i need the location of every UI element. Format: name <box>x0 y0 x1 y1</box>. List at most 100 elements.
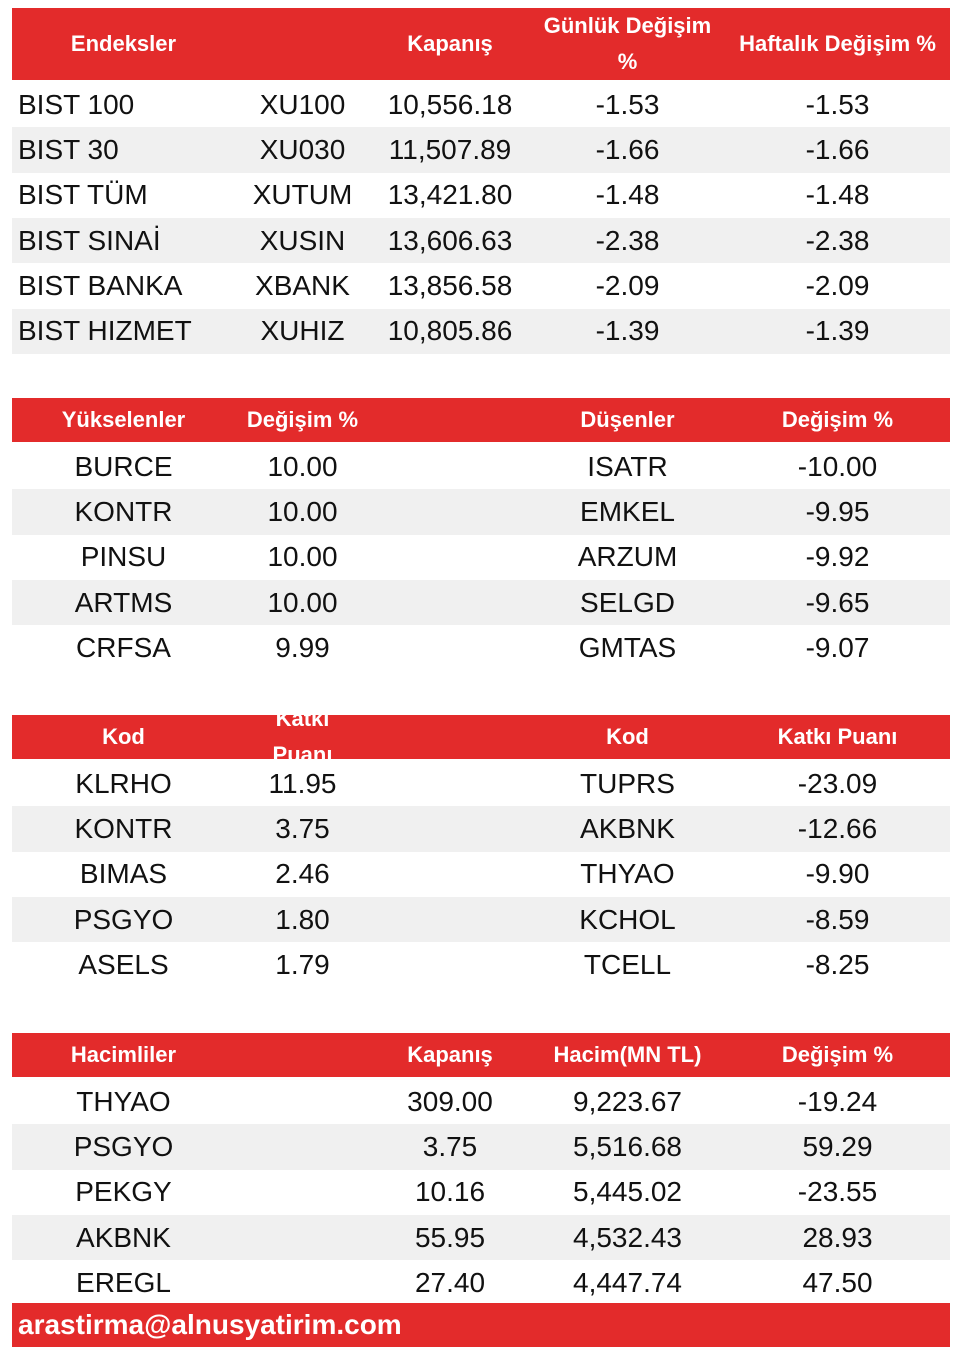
table-cell: -1.48 <box>595 179 660 211</box>
table-cell: BIST 30 <box>18 133 119 165</box>
table-header: Hacimliler Kapanış Hacim(MN TL) Değişim % <box>12 1033 950 1077</box>
table-cell: -1.66 <box>595 133 660 165</box>
header-cell: Düşenler <box>580 407 675 432</box>
table-cell: XBANK <box>255 269 350 301</box>
table-cell: TUPRS <box>580 767 675 799</box>
table-cell: -1.48 <box>805 179 870 211</box>
header-cell: Değişim % <box>781 407 894 432</box>
table-row: BIST 100 XU100 10,556.18 -1.53 -1.53 <box>12 82 950 127</box>
table-cell: BIST SINAİ <box>18 224 161 256</box>
table-cell: 10.16 <box>414 1176 486 1208</box>
table-cell: -2.38 <box>595 224 660 256</box>
table-cell: 59.29 <box>802 1130 873 1162</box>
table-cell: PINSU <box>80 541 167 573</box>
header-cell: Kod <box>102 724 145 749</box>
table-row: KONTR 10.00 EMKEL -9.95 <box>12 489 950 535</box>
table-cell: -2.09 <box>595 269 660 301</box>
table-row: KONTR 3.75 AKBNK -12.66 <box>12 806 950 852</box>
table-cell: 1.79 <box>275 948 330 980</box>
table-cell: TCELL <box>583 948 672 980</box>
table-cell: 13,421.80 <box>387 179 513 211</box>
table-cell: -23.55 <box>797 1176 878 1208</box>
header-cell: Haftalık Değişim % <box>739 31 936 56</box>
table-row: ARTMS 10.00 SELGD -9.65 <box>12 579 950 626</box>
table-cell: 3.75 <box>422 1130 478 1162</box>
header-cell: Hacimliler <box>70 1042 177 1067</box>
header-cell: Değişim % <box>246 407 359 432</box>
table-cell: KCHOL <box>579 903 676 935</box>
table-row: BIST SINAİ XUSIN 13,606.63 -2.38 -2.38 <box>12 217 950 264</box>
table-cell: -9.07 <box>805 631 870 663</box>
table-row: THYAO 309.00 9,223.67 -19.24 <box>12 1079 950 1124</box>
table-cell: CRFSA <box>76 631 171 663</box>
header-cell: Günlük Değişim % <box>543 13 712 74</box>
table-row: PSGYO 3.75 5,516.68 59.29 <box>12 1124 950 1170</box>
table-cell: BIST HIZMET <box>18 315 192 347</box>
table-cell: -8.25 <box>805 948 870 980</box>
table-cell: SELGD <box>580 586 675 618</box>
table-cell: 10,805.86 <box>387 315 513 347</box>
table-cell: 13,856.58 <box>387 269 513 301</box>
table-cell: -1.53 <box>805 88 870 120</box>
table-cell: ASELS <box>78 948 169 980</box>
table-cell: -1.53 <box>595 88 660 120</box>
table-row: BURCE 10.00 ISATR -10.00 <box>12 444 950 489</box>
table-header: Kod Katkı Puanı Kod Katkı Puanı <box>12 706 950 767</box>
header-cell: Kapanış <box>407 31 493 56</box>
table-cell: 4,447.74 <box>573 1266 682 1298</box>
table-row: KLRHO 11.95 TUPRS -23.09 <box>12 761 950 806</box>
table-cell: 309.00 <box>407 1085 493 1117</box>
table-cell: -2.09 <box>805 269 870 301</box>
header-cell: Yükselenler <box>61 407 186 432</box>
table-cell: 13,606.63 <box>387 224 513 256</box>
header-cell: Katkı Puanı <box>272 706 333 767</box>
table-cell: PEKGY <box>75 1176 172 1208</box>
table-row: BIST 30 XU030 11,507.89 -1.66 -1.66 <box>12 127 950 173</box>
table-cell: KONTR <box>74 812 173 844</box>
table-row: BIMAS 2.46 THYAO -9.90 <box>12 852 950 897</box>
header-cell: Kod <box>606 724 649 749</box>
table-cell: 2.46 <box>275 858 330 890</box>
table-cell: -1.39 <box>805 315 870 347</box>
table-cell: ARZUM <box>577 541 678 573</box>
table-cell: ISATR <box>587 450 668 482</box>
table-cell: -9.92 <box>805 541 870 573</box>
table-cell: 3.75 <box>275 812 330 844</box>
table-row: CRFSA 9.99 GMTAS -9.07 <box>12 625 950 670</box>
table-cell: -1.39 <box>595 315 660 347</box>
table-row: ASELS 1.79 TCELL -8.25 <box>12 942 950 987</box>
table-cell: -19.24 <box>797 1085 878 1117</box>
header-cell: Endeksler <box>70 31 177 56</box>
table-cell: AKBNK <box>580 812 675 844</box>
table-cell: 10.00 <box>267 541 338 573</box>
table-cell: BIST BANKA <box>18 269 183 301</box>
table-cell: -9.95 <box>805 495 870 527</box>
table-cell: 1.80 <box>275 903 330 935</box>
header-cell: Değişim % <box>781 1042 894 1067</box>
table-cell: 10.00 <box>267 586 338 618</box>
table-cell: 5,516.68 <box>573 1130 682 1162</box>
table-row: BIST TÜM XUTUM 13,421.80 -1.48 -1.48 <box>12 173 950 218</box>
table-cell: GMTAS <box>578 631 677 663</box>
table-row: EREGL 27.40 4,447.74 47.50 <box>12 1260 950 1305</box>
table-cell: BIMAS <box>79 858 168 890</box>
header-cell: Katkı Puanı <box>777 724 898 749</box>
table-cell: XUHIZ <box>260 315 345 347</box>
table-cell: 11,507.89 <box>388 133 512 165</box>
table-cell: 4,532.43 <box>573 1221 682 1253</box>
table-cell: XU100 <box>259 88 346 120</box>
footer-email: arastirma@alnusyatirim.com <box>12 1303 950 1347</box>
table-row: AKBNK 55.95 4,532.43 28.93 <box>12 1214 950 1261</box>
table-row: PEKGY 10.16 5,445.02 -23.55 <box>12 1170 950 1215</box>
table-header: Endeksler Kapanış Günlük Değişim % Haftalık… <box>12 8 950 80</box>
table-cell: 5,445.02 <box>573 1176 682 1208</box>
table-cell: -23.09 <box>797 767 878 799</box>
table-header: Yükselenler Değişim % Düşenler Değişim % <box>12 398 950 442</box>
table-cell: BIST TÜM <box>18 179 148 211</box>
table-cell: 27.40 <box>414 1266 486 1298</box>
table-cell: -2.38 <box>805 224 870 256</box>
table-cell: ARTMS <box>74 586 173 618</box>
table-cell: -9.90 <box>805 858 870 890</box>
table-cell: BIST 100 <box>18 88 135 120</box>
